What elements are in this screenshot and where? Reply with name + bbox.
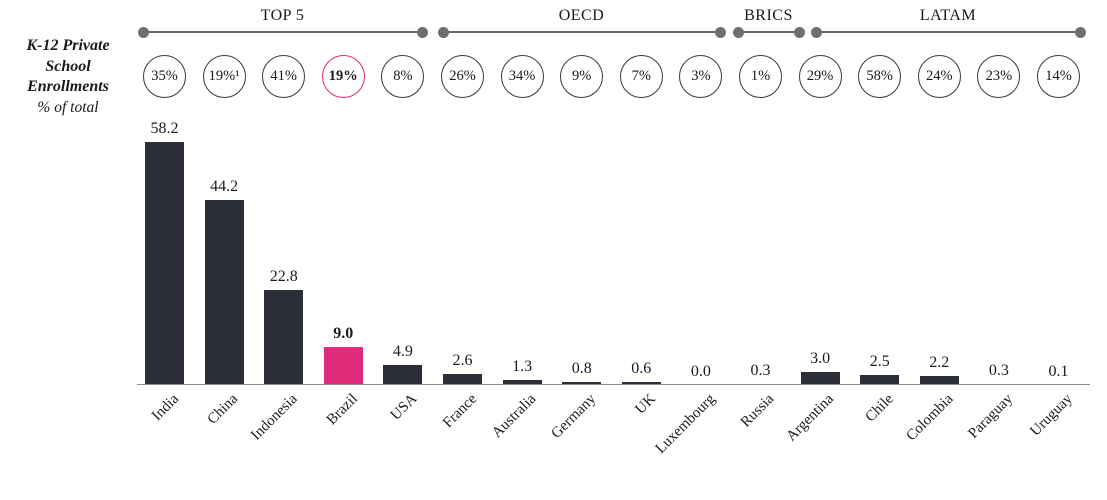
percent-circle: 14% (1037, 55, 1080, 98)
bar-value-label: 44.2 (210, 178, 239, 195)
x-axis-label: Chile (862, 391, 898, 426)
bar (919, 376, 959, 385)
group-bracket-line (443, 31, 720, 33)
x-axis-label: France (439, 391, 480, 432)
percent-circle: 29% (798, 55, 842, 98)
chart-title-line: K-12 Private (26, 37, 110, 54)
chart-subtitle: % of total (37, 98, 99, 116)
bar-value-label: 22.8 (269, 268, 298, 285)
bar (562, 382, 602, 385)
bar-value-label: 4.9 (392, 343, 413, 360)
chart-title: K-12 Private School Enrollments % of tot… (2, 36, 134, 118)
percent-circle: 1% (739, 55, 782, 98)
bar-value-label: 58.2 (150, 120, 179, 137)
percent-circle: 8% (381, 55, 425, 98)
group-bracket-line (738, 31, 799, 33)
bar-value-label: 2.5 (869, 353, 890, 370)
bar-value-label: 0.6 (631, 360, 652, 377)
bar-value-label: 0.3 (988, 362, 1009, 379)
x-axis-line (137, 384, 1090, 385)
bar-value-label: 0.8 (571, 360, 592, 377)
bracket-endpoint-dot (810, 27, 822, 38)
x-axis-label: India (148, 391, 182, 425)
bar (145, 142, 184, 385)
bar-value-label: 2.2 (929, 354, 950, 371)
group-bracket-line (143, 31, 422, 33)
percent-circle: 3% (679, 55, 723, 98)
bar-value-label: 2.6 (452, 352, 473, 369)
x-axis-label: Luxembourg (652, 391, 719, 457)
x-axis-label: Indonesia (248, 391, 302, 444)
bar-value-label: 1.3 (512, 358, 533, 375)
percent-circle: 19% (321, 55, 365, 98)
bar (443, 374, 482, 385)
bar (204, 200, 244, 385)
bar-value-label: 9.0 (333, 325, 354, 342)
percent-circle: 58% (858, 55, 902, 98)
x-axis-label: Colombia (903, 391, 957, 445)
chart-title-line: School (45, 57, 91, 75)
bracket-endpoint-dot (437, 27, 449, 38)
x-axis-label: Germany (548, 391, 600, 442)
bar-value-label: 3.0 (810, 350, 831, 367)
bar (860, 375, 900, 385)
x-axis-label: Uruguay (1027, 391, 1076, 440)
group-bracket-line (816, 31, 1080, 33)
group-label: BRICS (744, 7, 793, 24)
bar (383, 365, 423, 385)
bracket-endpoint-dot (1074, 27, 1086, 38)
percent-circle: 19%¹ (202, 55, 246, 98)
bar-value-label: 0.1 (1048, 363, 1069, 380)
chart-title-line: Enrollments (27, 78, 109, 95)
group-label: TOP 5 (260, 7, 305, 24)
bar (800, 372, 840, 385)
percent-circle: 23% (977, 55, 1021, 98)
x-axis-label: Argentina (783, 391, 838, 445)
bar (264, 290, 304, 385)
bracket-endpoint-dot (137, 27, 149, 38)
bracket-endpoint-dot (793, 27, 805, 38)
x-axis-label: USA (387, 391, 421, 424)
percent-circle: 7% (619, 55, 663, 98)
x-axis-label: Brazil (323, 391, 361, 429)
bar (323, 347, 363, 385)
bar-value-label: 0.3 (750, 362, 771, 379)
percent-circle: 26% (441, 55, 484, 98)
bar-value-label: 0.0 (690, 363, 711, 380)
bar (621, 382, 661, 385)
bracket-endpoint-dot (732, 27, 744, 38)
percent-circle: 9% (560, 55, 604, 98)
bar (502, 380, 542, 385)
x-axis-label: UK (631, 391, 659, 418)
group-label: LATAM (919, 7, 977, 24)
bracket-endpoint-dot (714, 27, 726, 38)
percent-circle: 34% (500, 55, 544, 98)
percent-circle: 24% (917, 55, 961, 98)
percent-circle: 41% (262, 55, 306, 98)
percent-circle: 35% (143, 55, 186, 98)
x-axis-label: Paraguay (965, 391, 1017, 442)
x-axis-label: Australia (489, 391, 540, 442)
group-label: OECD (558, 7, 605, 24)
x-axis-label: China (204, 391, 242, 428)
bracket-endpoint-dot (416, 27, 428, 38)
x-axis-label: Russia (738, 391, 778, 431)
